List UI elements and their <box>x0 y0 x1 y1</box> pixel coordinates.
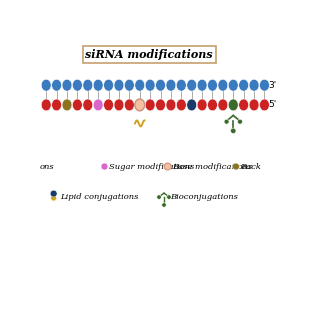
Ellipse shape <box>260 79 269 91</box>
Text: Bioconjugations: Bioconjugations <box>170 193 238 201</box>
Ellipse shape <box>228 99 238 111</box>
Ellipse shape <box>62 99 72 111</box>
Text: Sugar modifications: Sugar modifications <box>109 163 194 171</box>
Circle shape <box>224 119 229 124</box>
Text: siRNA modifications: siRNA modifications <box>85 49 213 60</box>
Ellipse shape <box>218 99 228 111</box>
Text: ons: ons <box>40 163 55 171</box>
Ellipse shape <box>104 79 114 91</box>
Text: Base modifications: Base modifications <box>172 163 252 171</box>
Circle shape <box>230 128 236 133</box>
Circle shape <box>162 203 166 207</box>
Ellipse shape <box>135 99 145 111</box>
Ellipse shape <box>83 99 93 111</box>
Ellipse shape <box>187 99 196 111</box>
Text: Back: Back <box>240 163 261 171</box>
Ellipse shape <box>93 79 103 91</box>
Ellipse shape <box>208 79 217 91</box>
Circle shape <box>237 119 243 124</box>
Ellipse shape <box>260 99 269 111</box>
Ellipse shape <box>52 99 61 111</box>
Ellipse shape <box>166 79 176 91</box>
Circle shape <box>164 163 171 170</box>
Ellipse shape <box>239 79 249 91</box>
Ellipse shape <box>124 79 134 91</box>
Ellipse shape <box>83 79 93 91</box>
Ellipse shape <box>249 79 259 91</box>
Ellipse shape <box>197 99 207 111</box>
Circle shape <box>157 195 161 199</box>
Ellipse shape <box>218 79 228 91</box>
Ellipse shape <box>114 99 124 111</box>
Ellipse shape <box>41 79 51 91</box>
Ellipse shape <box>72 99 82 111</box>
Ellipse shape <box>41 99 51 111</box>
Ellipse shape <box>156 99 165 111</box>
Text: 5': 5' <box>268 100 276 109</box>
Text: 3': 3' <box>268 81 276 90</box>
Ellipse shape <box>104 99 114 111</box>
Ellipse shape <box>93 99 103 111</box>
Ellipse shape <box>52 79 61 91</box>
Ellipse shape <box>62 79 72 91</box>
Ellipse shape <box>72 79 82 91</box>
Ellipse shape <box>187 79 196 91</box>
Circle shape <box>101 163 108 170</box>
Ellipse shape <box>208 99 217 111</box>
Text: Lipid conjugations: Lipid conjugations <box>60 193 138 201</box>
Circle shape <box>167 195 171 199</box>
Ellipse shape <box>166 99 176 111</box>
Ellipse shape <box>124 99 134 111</box>
Ellipse shape <box>145 99 155 111</box>
Circle shape <box>50 190 57 197</box>
Ellipse shape <box>176 79 186 91</box>
Ellipse shape <box>228 79 238 91</box>
Ellipse shape <box>114 79 124 91</box>
Ellipse shape <box>249 99 259 111</box>
Circle shape <box>232 163 239 170</box>
Ellipse shape <box>176 99 186 111</box>
Ellipse shape <box>145 79 155 91</box>
Ellipse shape <box>197 79 207 91</box>
Ellipse shape <box>135 79 145 91</box>
Ellipse shape <box>239 99 249 111</box>
Ellipse shape <box>156 79 165 91</box>
